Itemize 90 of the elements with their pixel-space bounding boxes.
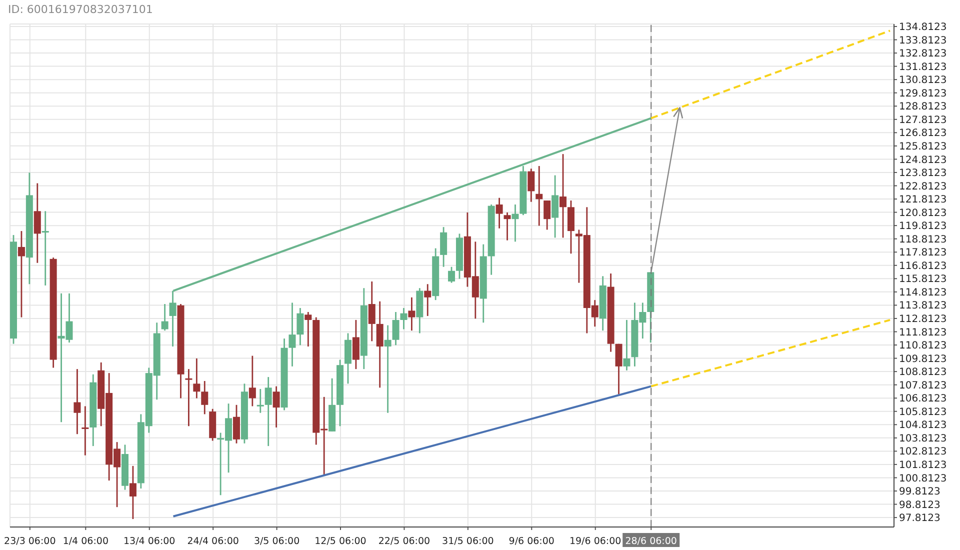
- y-tick-label: 98.8123: [899, 500, 940, 511]
- y-tick-label: 115.8123: [899, 274, 947, 286]
- candlestick: [384, 324, 392, 414]
- candlestick: [161, 303, 168, 332]
- candlestick: [272, 386, 280, 428]
- y-tick-label: 101.8123: [899, 460, 947, 472]
- y-tick-label: 129.8123: [899, 88, 947, 100]
- x-tick-label: 23/3 06:00: [4, 536, 56, 547]
- x-tick-label: 28/6 06:00: [625, 536, 677, 547]
- candlestick: [232, 404, 240, 444]
- candlestick: [288, 302, 296, 368]
- y-tick-label: 108.8123: [899, 367, 947, 378]
- y-tick-label: 104.8123: [899, 420, 947, 432]
- candlestick: [82, 406, 89, 456]
- y-tick-label: 111.8123: [899, 327, 947, 338]
- candlestick: [536, 165, 543, 226]
- y-tick-label: 97.8123: [899, 513, 940, 524]
- y-tick-label: 107.8123: [899, 380, 947, 392]
- y-tick-label: 119.8123: [899, 221, 947, 232]
- y-tick-label: 127.8123: [899, 114, 947, 126]
- x-tick-label: 12/5 06:00: [314, 536, 366, 547]
- candlestick: [408, 296, 416, 332]
- candlestick: [256, 388, 264, 414]
- candlestick: [623, 319, 630, 372]
- candlestick: [296, 307, 304, 346]
- y-tick-label: 103.8123: [899, 433, 947, 444]
- y-tick-label: 110.8123: [899, 340, 947, 352]
- text: ID: 600161970832037101: [8, 3, 153, 17]
- candlestick: [344, 332, 352, 384]
- y-tick-label: 100.8123: [899, 473, 947, 484]
- candlestick: [193, 358, 200, 399]
- candlestick: [567, 200, 574, 254]
- candlestick: [129, 465, 136, 520]
- y-tick-label: 117.8123: [899, 248, 947, 259]
- candlestick: [448, 266, 456, 284]
- candlestick: [528, 168, 535, 203]
- y-tick-label: 126.8123: [899, 128, 947, 140]
- y-tick-label: 109.8123: [899, 354, 947, 365]
- y-tick-label: 105.8123: [899, 406, 947, 418]
- y-tick-label: 123.8123: [899, 168, 947, 180]
- candlestick: [74, 368, 81, 435]
- x-tick-label: 3/5 06:00: [254, 536, 300, 547]
- candlestick: [504, 212, 511, 242]
- candlestick: [440, 226, 448, 268]
- candlestick: [400, 307, 408, 330]
- y-tick-label: 118.8123: [899, 234, 947, 246]
- candlestick: [42, 210, 49, 286]
- candlestick: [18, 230, 25, 318]
- candlestick: [352, 319, 360, 370]
- y-tick-label: 133.8123: [899, 35, 947, 46]
- candlestick: [185, 368, 192, 427]
- y-tick-label: 132.8123: [899, 48, 947, 60]
- x-tick-label: 24/4 06:00: [187, 536, 239, 547]
- candlestick: [512, 204, 519, 242]
- candlestick: [376, 300, 384, 388]
- candlestick: [552, 174, 559, 238]
- candlestick: [201, 380, 208, 415]
- y-tick-label: 122.8123: [899, 181, 947, 192]
- candlestick: [392, 311, 400, 346]
- y-tick-label: 134.8123: [899, 22, 947, 34]
- y-tick-label: 120.8123: [899, 208, 947, 219]
- candlestick: [368, 280, 376, 342]
- candlestick: [264, 376, 272, 447]
- y-tick-label: 124.8123: [899, 154, 947, 166]
- candlestick: [304, 311, 312, 348]
- x-tick-label: 1/4 06:00: [62, 536, 108, 547]
- x-tick-label: 13/4 06:00: [124, 536, 176, 547]
- y-tick-label: 114.8123: [899, 287, 947, 298]
- candlestick: [496, 197, 503, 230]
- candlestick: [248, 355, 256, 407]
- y-tick-label: 128.8123: [899, 102, 947, 113]
- candlestick: [544, 200, 551, 230]
- candlestick: [560, 153, 567, 238]
- x-tick-label: 22/5 06:00: [378, 536, 430, 547]
- x-tick-label: 9/6 06:00: [508, 536, 554, 547]
- y-tick-label: 102.8123: [899, 446, 947, 458]
- y-tick-label: 99.8123: [899, 486, 940, 498]
- y-tick-label: 112.8123: [899, 314, 947, 326]
- y-tick-label: 116.8123: [899, 260, 947, 272]
- x-tick-label: 31/5 06:00: [442, 536, 494, 547]
- y-tick-label: 125.8123: [899, 141, 947, 152]
- y-tick-label: 121.8123: [899, 194, 947, 206]
- y-tick-label: 131.8123: [899, 62, 947, 73]
- y-tick-label: 130.8123: [899, 75, 947, 86]
- candlestick: [34, 182, 41, 264]
- candlestick: [615, 343, 622, 395]
- y-tick-label: 106.8123: [899, 394, 947, 405]
- x-tick-label: 19/6 06:00: [569, 536, 622, 547]
- y-tick-label: 113.8123: [899, 300, 947, 312]
- candlestick: [424, 283, 432, 317]
